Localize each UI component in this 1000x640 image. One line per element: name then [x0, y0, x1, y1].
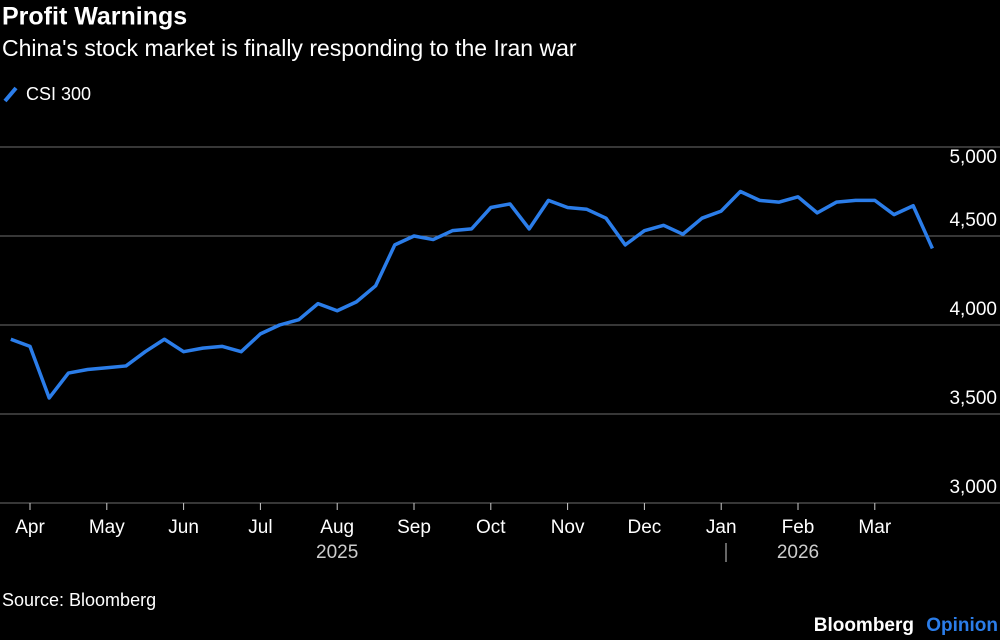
y-tick-label: 3,500	[949, 388, 997, 409]
x-tick-label: Mar	[858, 517, 891, 538]
x-tick-label: Sep	[397, 517, 431, 538]
x-tick-label: May	[89, 517, 125, 538]
y-tick-label: 5,000	[949, 147, 997, 168]
x-tick-label: Jul	[248, 517, 272, 538]
brand: Bloomberg	[814, 615, 914, 636]
x-tick-label: Nov	[551, 517, 585, 538]
x-tick-label: Jun	[168, 517, 199, 538]
x-tick-label: Oct	[476, 517, 506, 538]
legend-swatch	[3, 86, 18, 103]
x-tick-label: Aug	[320, 517, 354, 538]
year-label: 2026	[777, 542, 819, 563]
y-tick-label: 4,500	[949, 210, 997, 231]
y-tick-label: 3,000	[949, 477, 997, 498]
legend-label: CSI 300	[26, 84, 91, 104]
y-tick-label: 4,000	[949, 299, 997, 320]
source: Source: Bloomberg	[2, 590, 156, 610]
brand-suffix: Opinion	[926, 615, 998, 636]
series-line	[10, 189, 934, 400]
chart-subtitle: China's stock market is finally respondi…	[2, 35, 577, 61]
x-tick-label: Feb	[782, 517, 815, 538]
x-tick-label: Jan	[706, 517, 737, 538]
x-tick-label: Dec	[628, 517, 662, 538]
year-label: 2025	[316, 542, 358, 563]
x-tick-label: Apr	[15, 517, 45, 538]
chart-title: Profit Warnings	[2, 3, 187, 31]
